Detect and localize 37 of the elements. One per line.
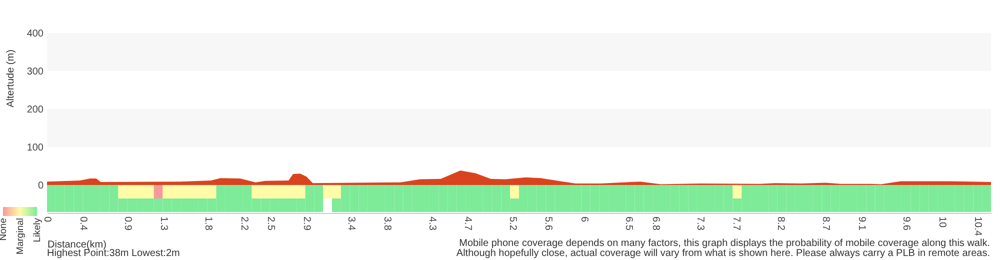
x-tick-label: 4.7 bbox=[462, 216, 474, 231]
text: Highest Point:38m Lowest:2m bbox=[47, 248, 180, 259]
x-tick-label: 4.3 bbox=[426, 216, 438, 231]
x-tick-label: 10.4 bbox=[972, 216, 984, 236]
x-tick-label: 8.2 bbox=[775, 216, 786, 231]
x-tick-label: 8.7 bbox=[820, 216, 831, 231]
y-axis-title: Altertude (m) bbox=[6, 50, 16, 108]
x-tick-label: 3.8 bbox=[382, 216, 393, 231]
x-tick-label: 1.3 bbox=[158, 216, 169, 231]
color-bar-label: Likely bbox=[32, 218, 43, 242]
x-tick-label: 7.3 bbox=[694, 216, 706, 231]
y-tick-label: 200 bbox=[26, 104, 44, 116]
x-tick-label: 0 bbox=[42, 216, 52, 222]
x-tick-label: 9.1 bbox=[856, 216, 867, 231]
y-tick-label: 0 bbox=[38, 180, 44, 192]
x-tick-label: 7.7 bbox=[730, 216, 742, 231]
x-tick-label: 6.8 bbox=[650, 216, 661, 231]
x-tick-label: 5.6 bbox=[542, 216, 554, 231]
x-tick-label: 0.4 bbox=[77, 216, 88, 231]
color-bar-label: Marginal bbox=[15, 218, 26, 254]
text: Although hopefully close, actual coverage will vary from what is shown here. Please always carry a PLB in remote areas. bbox=[456, 248, 990, 259]
y-tick-label: 100 bbox=[26, 142, 44, 154]
x-tick-label: 1.8 bbox=[202, 216, 214, 231]
x-tick-label: 2.5 bbox=[265, 216, 276, 231]
x-tick-label: 6 bbox=[578, 216, 590, 222]
x-tick-label: 9.6 bbox=[900, 216, 912, 231]
y-tick-label: 300 bbox=[26, 66, 44, 78]
x-tick-label: 10 bbox=[936, 216, 948, 228]
x-tick-label: 2.9 bbox=[300, 216, 312, 231]
x-tick-label: 2.2 bbox=[238, 216, 250, 231]
x-tick-label: 5.2 bbox=[506, 216, 518, 231]
text: Mobile phone coverage depends on many factors, this graph displays the probability of mobile coverage along this walk. bbox=[459, 238, 990, 249]
x-tick-label: 3.4 bbox=[346, 216, 357, 231]
y-tick-label: 400 bbox=[26, 28, 44, 40]
x-axis-title: Distance(km) bbox=[48, 240, 106, 250]
x-tick-label: 0.9 bbox=[122, 216, 134, 231]
x-tick-label: 6.5 bbox=[623, 216, 634, 231]
